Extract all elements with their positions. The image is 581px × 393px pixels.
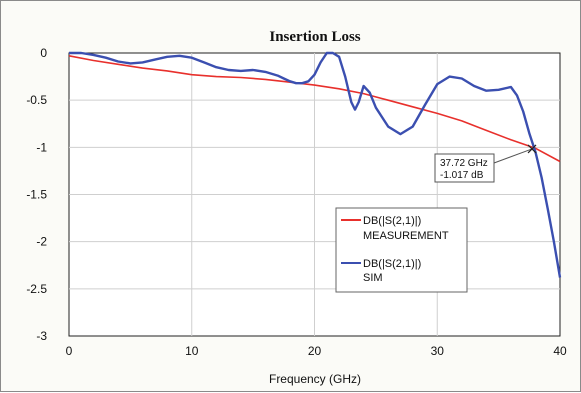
legend-box — [335, 207, 468, 293]
chart-title: Insertion Loss — [269, 29, 360, 45]
x-axis-label: Frequency (GHz) — [269, 372, 361, 386]
grid-lines — [69, 53, 560, 336]
marker-cross-b — [527, 144, 537, 154]
legend-label-measurement-line2: MEASUREMENT — [363, 230, 449, 242]
series-line-sim — [69, 51, 562, 278]
y-tick-label-2: -1 — [36, 140, 47, 154]
marker-label-value: -1.017 dB — [440, 170, 484, 181]
y-tick-label-5: -2.5 — [26, 282, 47, 296]
y-tick-label-0: 0 — [40, 46, 47, 60]
marker-leader-line — [493, 148, 533, 164]
x-tick-label-1: 10 — [185, 344, 199, 358]
x-tick-label-2: 20 — [308, 344, 322, 358]
marker-label: 37.72 GHz -1.017 dB — [434, 153, 495, 183]
series-line-measurement — [68, 55, 561, 163]
legend-label-sim-line2: SIM — [363, 272, 383, 284]
legend-label-sim: DB(|S(2,1)|) — [363, 258, 421, 270]
tick-labels: 0 10 20 30 40 0 -0.5 -1 -1.5 -2 -2.5 -3 — [26, 46, 567, 358]
marker-label-frequency: 37.72 GHz — [440, 158, 488, 169]
x-tick-label-0: 0 — [66, 344, 73, 358]
x-tick-label-4: 40 — [553, 344, 567, 358]
marker-label-box — [434, 153, 495, 183]
x-tick-label-3: 30 — [431, 344, 445, 358]
marker-annotation — [493, 144, 537, 164]
y-tick-label-6: -3 — [36, 329, 47, 343]
y-tick-label-4: -2 — [36, 235, 47, 249]
series-lines — [68, 51, 562, 278]
legend-label-measurement: DB(|S(2,1)|) — [363, 215, 421, 227]
y-tick-label-3: -1.5 — [26, 188, 47, 202]
y-tick-label-1: -0.5 — [26, 93, 47, 107]
legend: DB(|S(2,1)|) MEASUREMENT DB(|S(2,1)|) SI… — [335, 207, 468, 293]
